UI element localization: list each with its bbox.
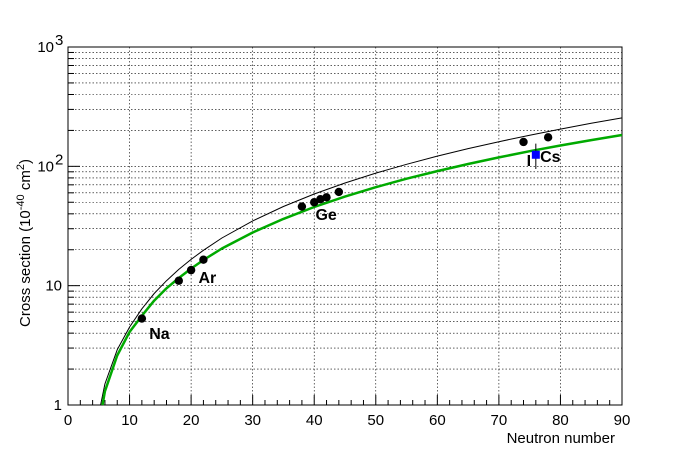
y-axis-title: Cross section (10-40 cm2)	[15, 159, 34, 327]
x-tick-label: 10	[121, 412, 138, 429]
curve-black	[100, 117, 623, 406]
y-tick-label: 10	[37, 39, 54, 56]
data-point	[174, 276, 183, 285]
x-tick-label: 70	[491, 412, 508, 429]
x-axis-title: Neutron number	[507, 430, 615, 447]
y-tick-label-exponent: 2	[55, 151, 63, 168]
data-point	[186, 265, 196, 275]
plot-frame	[67, 46, 623, 406]
measurement-point	[531, 150, 540, 159]
x-tick-label: 50	[367, 412, 384, 429]
grid	[68, 47, 622, 405]
y-tick-label-exponent: 3	[55, 32, 63, 49]
data-point	[334, 187, 344, 197]
x-tick-label: 20	[183, 412, 200, 429]
data-point	[137, 314, 147, 323]
x-tick-label: 0	[64, 412, 72, 429]
x-tick-label: 80	[552, 412, 569, 429]
data-point	[297, 202, 307, 211]
y-axis-title-close: )	[17, 159, 34, 164]
y-tick-label: 10	[45, 278, 62, 295]
tick-marks	[67, 46, 623, 406]
element-label: Ar	[198, 270, 216, 287]
y-axis-title-unit: cm	[17, 170, 34, 194]
curve-green	[101, 133, 623, 406]
x-tick-label: 60	[429, 412, 446, 429]
element-label: I	[527, 153, 531, 170]
x-tick-label: 90	[614, 412, 631, 429]
y-tick-label: 1	[54, 397, 62, 414]
element-label: Ge	[315, 207, 336, 224]
data-points	[137, 133, 553, 323]
element-labels: Na Ar Ge I Cs	[149, 149, 560, 343]
data-point	[543, 133, 553, 142]
x-tick-labels: 0 10 20 30 40 50 60 70 80 90	[64, 412, 631, 429]
y-axis-title-main: Cross section (10	[17, 210, 34, 327]
y-tick-label: 10	[37, 158, 54, 175]
data-point	[199, 255, 208, 264]
data-point	[519, 137, 528, 147]
data-point	[322, 193, 331, 202]
x-tick-label: 40	[306, 412, 323, 429]
y-axis-title-exponent: -40	[15, 194, 27, 210]
y-axis-title-unit-exponent: 2	[15, 164, 27, 170]
element-label: Na	[149, 326, 170, 343]
x-tick-label: 30	[244, 412, 261, 429]
measurement	[531, 143, 540, 169]
element-label: Cs	[540, 149, 561, 166]
